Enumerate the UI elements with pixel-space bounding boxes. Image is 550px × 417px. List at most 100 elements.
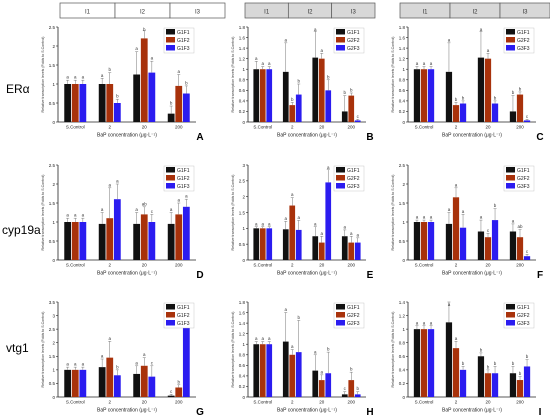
legend-label-g1f3: G1F3 (177, 46, 190, 52)
bar-g1f1-1 (413, 222, 421, 260)
significance-letter: c (526, 249, 529, 254)
chart-panel-d: 0 0.5 1 1.5 2 2.5 Relative transcription level… (41, 163, 204, 281)
bar-g1f1-4 (167, 113, 175, 122)
y-tick-label: 0.4 (239, 374, 246, 379)
legend-swatch-g2f2 (506, 312, 515, 318)
significance-letter: b (297, 79, 300, 84)
legend-swatch-g1f2 (166, 37, 175, 43)
significance-letter: b (327, 74, 330, 79)
x-tick-label: 2 (455, 400, 458, 405)
generation-header-label: I3 (351, 10, 357, 16)
legend-label-g1f1: G1F1 (517, 305, 530, 311)
bar-g1f2-1 (71, 222, 79, 260)
legend-label-g1f3: G1F3 (177, 184, 190, 190)
legend-label-g2f2: G2F2 (517, 38, 530, 44)
significance-letter: a (416, 320, 419, 325)
bar-g3f3-2 (459, 227, 467, 260)
panel-letter: D (196, 270, 203, 281)
significance-letter: a (285, 37, 288, 42)
significance-letter: a (135, 360, 138, 365)
y-tick-label: 0.6 (399, 88, 406, 93)
y-tick-label: 1.8 (239, 25, 246, 30)
bar-g2f2-3 (318, 380, 325, 397)
y-tick-label: 0.5 (239, 242, 246, 247)
x-axis-label: BaP concentration (μg·L⁻¹) (277, 271, 337, 277)
y-tick-label: 0.4 (399, 368, 406, 373)
significance-letter: b (108, 67, 111, 72)
bar-g1f1-1 (253, 69, 260, 122)
significance-letter: c (526, 114, 529, 119)
significance-letter: a (261, 61, 264, 66)
generation-header-label: I1 (85, 10, 91, 16)
bar-g2f2-1 (420, 329, 428, 397)
y-tick-label: 0.8 (239, 353, 246, 358)
significance-letter: a (74, 362, 77, 367)
bar-g2f2-2 (289, 105, 296, 122)
significance-letter: a (66, 75, 69, 80)
legend-swatch-g1f3 (166, 45, 175, 51)
bar-g1f1-2 (282, 71, 289, 122)
legend-label-g1f1: G1F1 (517, 168, 530, 174)
bar-g2f3-2 (295, 352, 302, 397)
bar-g1f1-3 (133, 223, 141, 260)
bar-g1f3-1 (79, 222, 87, 260)
significance-letter: a (423, 320, 426, 325)
y-tick-label: 1.2 (399, 313, 406, 318)
bar-g2f2-1 (420, 222, 428, 260)
x-tick-label: 200 (175, 263, 183, 268)
bar-g1f2-1 (71, 84, 79, 122)
y-tick-label: 1 (242, 342, 245, 347)
y-tick-label: 2.5 (49, 327, 56, 332)
significance-letter: a (101, 207, 104, 212)
bar-g2f2-1 (259, 344, 266, 397)
x-tick-label: 20 (142, 125, 148, 130)
significance-letter: a (480, 27, 483, 32)
x-axis-label: BaP concentration (μg·L⁻¹) (442, 408, 502, 414)
significance-letter: a (430, 320, 433, 325)
y-tick-label: 1 (52, 368, 55, 373)
significance-letter: a (82, 213, 85, 218)
significance-letter: a (255, 56, 258, 61)
y-tick-label: 2.5 (49, 25, 56, 30)
legend-swatch-g2f3 (336, 183, 345, 189)
bar-g3f3-4 (523, 256, 531, 260)
x-tick-label: S.Control (253, 400, 272, 405)
significance-letter: ab (142, 201, 148, 206)
significance-letter: a (423, 61, 426, 66)
legend-swatch-g1f1 (506, 304, 515, 310)
bar-g1f2-4 (175, 387, 183, 397)
significance-letter: b (526, 354, 529, 359)
legend-swatch-g1f1 (166, 304, 175, 310)
y-axis-label: Relative transcription levels (Folds to … (231, 312, 235, 388)
y-tick-label: 1.6 (239, 310, 246, 315)
x-tick-label: 200 (347, 400, 355, 405)
y-tick-label: 2 (402, 182, 405, 187)
bar-g1f1-4 (509, 111, 517, 122)
bar-g1f1-1 (413, 329, 421, 397)
legend-label-g1f1: G1F1 (177, 305, 190, 311)
x-axis-label: BaP concentration (μg·L⁻¹) (277, 408, 337, 414)
chart-panel-i: 0 0.2 0.4 0.6 0.8 1 1.2 1.4 Relative transcripti… (391, 300, 542, 417)
bar-g2f3-1 (266, 344, 273, 397)
x-tick-label: 20 (142, 263, 148, 268)
y-tick-label: 1.5 (239, 210, 246, 215)
chart-panel-g: 0 0.5 1 1.5 2 2.5 3 3.5 Relative transcription l… (41, 300, 204, 417)
significance-letter: b (487, 364, 490, 369)
bar-g2f2-2 (452, 348, 460, 397)
legend-label-g1f1: G1F1 (347, 30, 360, 36)
bar-g1f2-2 (106, 218, 114, 260)
y-tick-label: 0 (242, 258, 245, 263)
significance-letter: a (135, 207, 138, 212)
significance-letter: c (357, 114, 360, 119)
bar-g1f3-2 (113, 199, 121, 260)
x-tick-label: 2 (291, 125, 294, 130)
y-tick-label: 2 (52, 182, 55, 187)
panel-letter: H (366, 407, 373, 417)
legend-swatch-g3f3 (506, 320, 515, 326)
panel-letter: A (196, 132, 203, 143)
legend-label-g1f2: G1F2 (177, 176, 190, 182)
y-tick-label: 0.2 (239, 109, 246, 114)
legend-swatch-g2f2 (506, 175, 515, 181)
significance-letter: a (170, 207, 173, 212)
legend-swatch-g2f2 (336, 175, 345, 181)
